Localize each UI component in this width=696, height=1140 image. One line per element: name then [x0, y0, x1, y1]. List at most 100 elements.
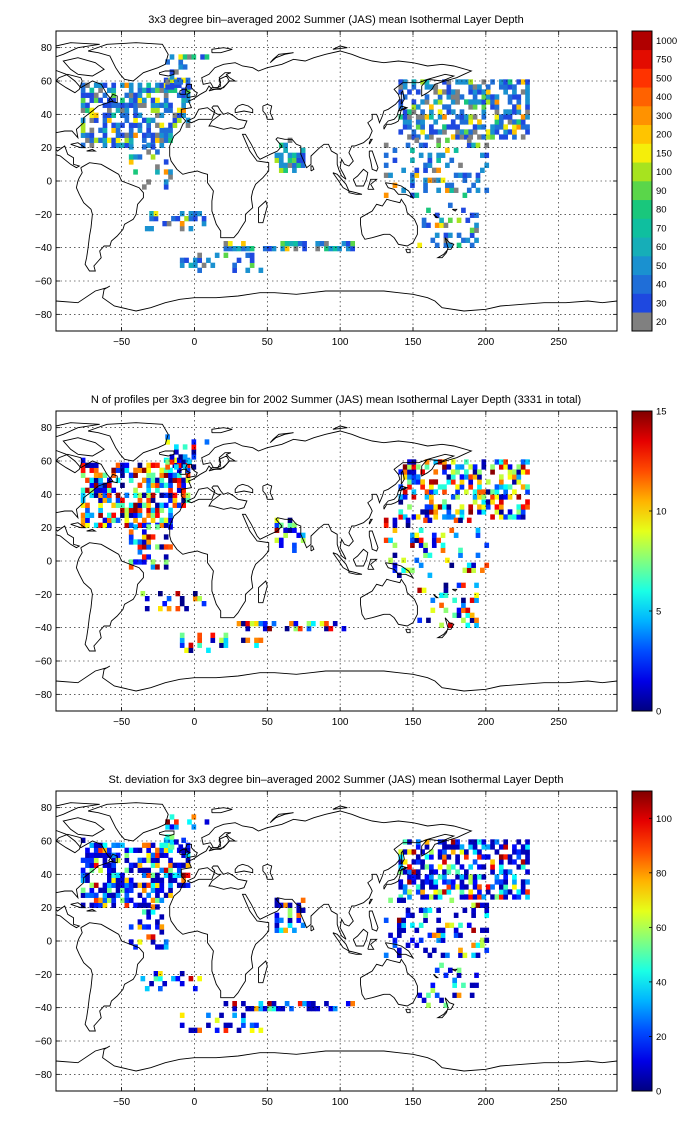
y-tick-label: 0: [46, 177, 52, 188]
data-bin: [520, 114, 526, 120]
data-bin: [133, 467, 138, 473]
data-bin: [415, 464, 421, 470]
coastline-med-sea: [186, 105, 248, 130]
data-bin: [278, 927, 284, 933]
data-bin: [102, 82, 108, 88]
data-bin: [525, 869, 530, 875]
data-bin: [490, 844, 495, 850]
y-tick-label: 20: [41, 523, 53, 534]
data-bin: [115, 132, 121, 138]
data-bin: [124, 877, 130, 883]
data-bin: [383, 952, 389, 958]
data-bin: [146, 914, 152, 920]
data-bin: [459, 509, 465, 515]
data-bin: [477, 509, 482, 515]
data-bin: [446, 509, 452, 515]
data-bin: [168, 544, 173, 550]
data-bin: [115, 462, 121, 468]
data-bin: [192, 262, 198, 268]
data-bin: [484, 562, 490, 568]
data-bin: [149, 216, 154, 222]
data-bin: [415, 114, 421, 120]
data-bin: [124, 132, 130, 138]
data-bin: [450, 839, 456, 845]
data-bin: [232, 1006, 237, 1012]
data-bin: [159, 882, 165, 888]
data-bin: [124, 102, 130, 108]
data-bin: [426, 992, 431, 998]
y-tick-label: −40: [35, 623, 52, 634]
data-bin: [287, 902, 293, 908]
data-bin: [191, 449, 197, 455]
data-bin: [459, 94, 465, 100]
data-bin: [439, 602, 444, 608]
data-bin: [468, 874, 474, 880]
data-bin: [289, 241, 294, 247]
data-bin: [426, 207, 431, 213]
data-bin: [498, 124, 504, 130]
data-bin: [525, 844, 530, 850]
data-bin: [287, 162, 293, 168]
data-bin: [163, 852, 169, 858]
data-bin: [468, 129, 474, 135]
data-bin: [85, 102, 90, 108]
colorbar-segment: [632, 181, 652, 201]
data-bin: [507, 84, 513, 90]
data-bin: [150, 102, 156, 108]
y-tick-label: −60: [35, 1037, 52, 1048]
x-tick-label: −50: [113, 717, 130, 728]
colorbar-frame: [631, 30, 653, 332]
data-bin: [407, 89, 412, 95]
data-bin: [163, 554, 169, 560]
data-bin: [107, 492, 112, 498]
data-bin: [188, 647, 194, 653]
data-bin: [150, 462, 156, 468]
data-bin: [98, 97, 103, 103]
data-bin: [300, 147, 306, 153]
data-bin: [146, 487, 152, 493]
data-bin: [155, 872, 160, 878]
data-bin: [137, 939, 143, 945]
data-bin: [398, 89, 404, 95]
data-bin: [274, 922, 280, 928]
data-bin: [115, 137, 121, 143]
data-bin: [402, 494, 408, 500]
data-bin: [297, 626, 303, 632]
data-bin: [85, 107, 90, 113]
data-bin: [407, 119, 412, 125]
data-bin: [185, 477, 191, 483]
data-bin: [155, 564, 160, 570]
data-bin: [172, 117, 178, 123]
data-bin: [436, 177, 441, 183]
data-bin: [507, 94, 513, 100]
y-tick-label: −40: [35, 1003, 52, 1014]
data-bin: [185, 92, 191, 98]
data-bin: [254, 642, 259, 648]
data-bin: [459, 109, 465, 115]
data-bin: [414, 532, 420, 538]
coastline-taiwan: [368, 138, 373, 145]
data-bin: [458, 517, 463, 523]
data-bin: [102, 487, 108, 493]
data-bin: [107, 867, 112, 873]
data-bin: [93, 852, 99, 858]
coastline-sri-lanka: [310, 545, 315, 552]
data-bin: [388, 557, 393, 563]
data-bin: [440, 152, 446, 158]
data-bin: [182, 54, 188, 60]
data-bin: [98, 842, 103, 848]
data-bin: [245, 1006, 251, 1012]
data-bin: [440, 532, 446, 538]
data-bin: [512, 474, 517, 480]
data-bin: [102, 482, 108, 488]
data-bin: [427, 952, 433, 958]
data-bin: [274, 917, 280, 923]
data-bin: [128, 512, 134, 518]
data-bin: [418, 562, 424, 568]
data-bin: [421, 587, 427, 593]
data-bin: [80, 887, 86, 893]
data-bin: [477, 124, 482, 130]
data-bin: [383, 172, 389, 178]
data-bin: [296, 152, 302, 158]
data-bin: [159, 132, 165, 138]
